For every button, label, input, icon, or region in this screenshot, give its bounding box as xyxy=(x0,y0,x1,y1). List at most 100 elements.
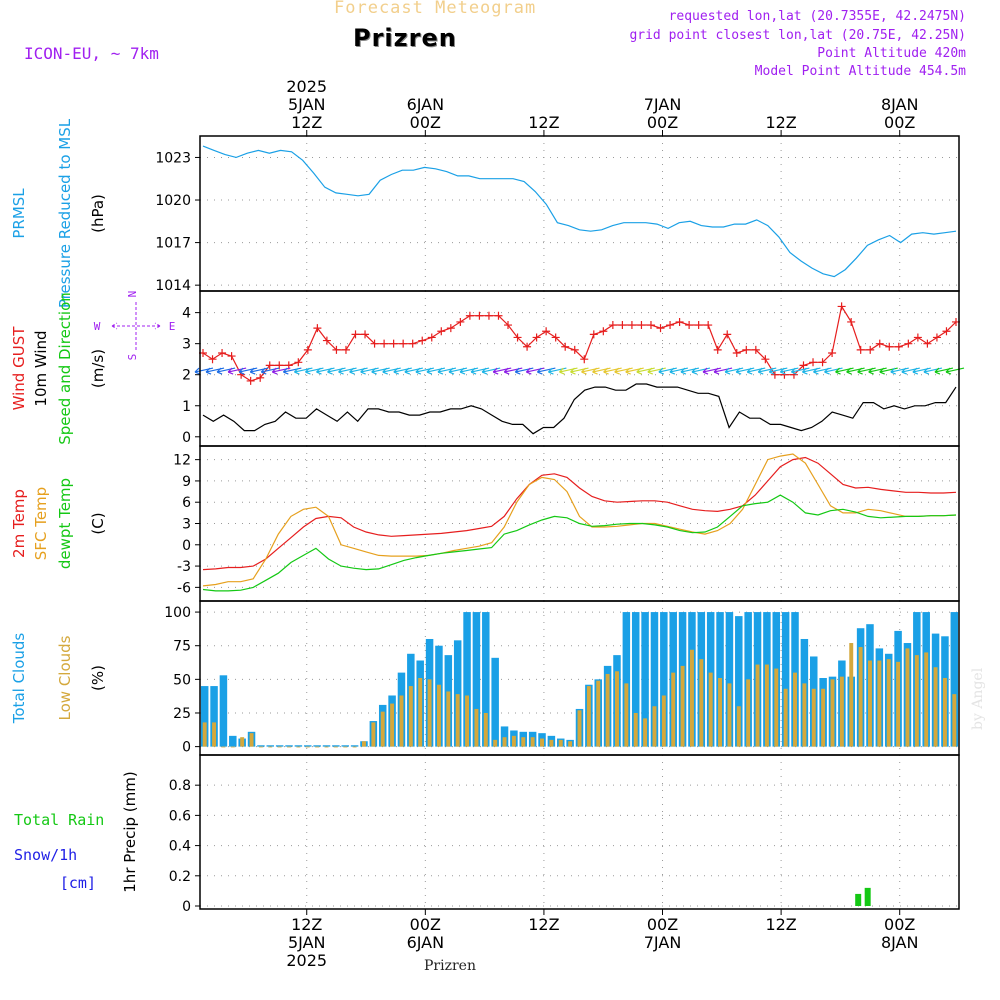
top-time-label: 6JAN xyxy=(407,95,445,114)
panel-1-legend-label: Pressure Reduced to MSL xyxy=(56,118,74,308)
low-cloud-bar xyxy=(352,746,357,748)
gust-marker xyxy=(666,321,675,330)
low-cloud-bar xyxy=(408,686,413,747)
panel-4-legend-label: Total Clouds xyxy=(10,633,28,725)
low-cloud-bar xyxy=(680,665,685,747)
low-cloud-bar xyxy=(493,739,498,747)
grid-point-coords: grid point closest lon,lat (20.75E, 42.2… xyxy=(629,28,966,43)
panel-1-ytick-label: 1017 xyxy=(155,236,191,252)
low-cloud-bar xyxy=(549,739,554,747)
panel-3-ytick-label: -6 xyxy=(177,580,191,596)
gust-marker xyxy=(713,345,722,354)
low-cloud-bar xyxy=(324,746,329,748)
gust-marker xyxy=(427,333,436,342)
compass-west: W xyxy=(94,320,101,333)
gust-marker xyxy=(208,355,217,364)
gust-marker xyxy=(399,339,408,348)
panel-3-ylabel: (C) xyxy=(89,512,107,534)
low-cloud-bar xyxy=(586,686,591,747)
low-cloud-bar xyxy=(924,652,929,747)
gust-marker xyxy=(732,348,741,357)
point-altitude: Point Altitude 420m xyxy=(817,46,966,61)
total-cloud-bar xyxy=(622,612,631,747)
total-cloud-bar xyxy=(500,726,509,747)
gust-marker xyxy=(484,311,493,320)
compass-arrows xyxy=(111,302,161,350)
total-cloud-bar xyxy=(350,745,359,747)
low-cloud-bar xyxy=(615,671,619,747)
requested-coords: requested lon,lat (20.7355E, 42.2475N) xyxy=(668,9,966,24)
gust-marker xyxy=(408,339,417,348)
panel-3-ytick-label: 9 xyxy=(182,474,191,490)
panel-3-ytick-label: -3 xyxy=(177,559,191,575)
low-cloud-bar xyxy=(764,664,769,747)
gust-marker xyxy=(923,339,932,348)
bottom-location-label: Prizren xyxy=(424,958,476,974)
total-cloud-bar xyxy=(725,612,734,747)
gust-marker xyxy=(532,333,541,342)
total-cloud-bar xyxy=(453,640,462,747)
panel-1-ytick-label: 1014 xyxy=(155,278,191,294)
low-cloud-bar xyxy=(661,695,666,747)
gust-marker xyxy=(332,345,341,354)
low-cloud-bar xyxy=(436,684,441,747)
compass-east: E xyxy=(169,320,176,333)
gust-marker xyxy=(551,333,560,342)
low-cloud-bar xyxy=(362,741,366,747)
total-cloud-bar xyxy=(266,745,275,747)
panel-3-ytick-label: 6 xyxy=(182,495,191,511)
panel-4-ytick-label: 50 xyxy=(173,672,191,688)
panel-4-legend-label: Low Clouds xyxy=(56,635,74,720)
gust-marker xyxy=(218,348,227,357)
total-cloud-bar xyxy=(491,657,499,747)
low-cloud-bar xyxy=(671,672,676,747)
total-cloud-bar xyxy=(631,612,640,747)
panel-1-legend-label: PRMSL xyxy=(10,188,28,239)
low-cloud-bar xyxy=(821,688,826,747)
precip-bar xyxy=(855,893,862,906)
panel-4-ylabel: (%) xyxy=(89,665,107,691)
total-cloud-bar xyxy=(781,612,790,747)
low-cloud-bar xyxy=(521,737,526,747)
low-cloud-bar xyxy=(755,664,760,747)
top-time-label: 00Z xyxy=(410,113,441,132)
gust-marker xyxy=(646,321,655,330)
panel-5-ylabel: 1hr Precip (mm) xyxy=(121,771,139,892)
total-cloud-bar xyxy=(341,745,349,747)
bottom-time-label: 00Z xyxy=(410,915,441,934)
gust-marker xyxy=(875,339,884,348)
panel-5-ytick-label: 0.4 xyxy=(169,839,191,855)
gust-marker xyxy=(809,358,818,367)
low-cloud-bar xyxy=(605,673,610,747)
model-name: ICON-EU, ~ 7km xyxy=(24,44,159,63)
panel-5-ytick-label: 0.6 xyxy=(169,808,191,824)
low-cloud-bar xyxy=(249,733,254,747)
gust-marker xyxy=(599,327,608,336)
gust-marker xyxy=(570,345,579,354)
gust-marker xyxy=(894,342,903,351)
gust-marker xyxy=(627,321,636,330)
low-cloud-bar xyxy=(371,722,376,747)
panel-2-ytick-label: 0 xyxy=(182,430,191,446)
low-cloud-bar xyxy=(858,647,863,747)
total-cloud-bar xyxy=(285,745,293,747)
low-cloud-bar xyxy=(736,706,741,747)
gust-marker xyxy=(799,361,808,370)
sfc-temp-line xyxy=(202,453,957,587)
gust-marker xyxy=(885,342,894,351)
gust-marker xyxy=(513,333,522,342)
frame-layer xyxy=(195,130,960,915)
gust-marker xyxy=(256,373,265,382)
low-cloud-bar xyxy=(258,746,263,748)
low-cloud-bar xyxy=(530,737,535,747)
low-cloud-bar xyxy=(465,695,470,747)
panel-2-ytick-label: 3 xyxy=(182,337,191,353)
low-cloud-bar xyxy=(296,746,301,748)
panel-5-legend-label: Total Rain xyxy=(14,811,104,829)
forecast-title: Forecast Meteogram xyxy=(334,0,537,18)
panel-4-ytick-label: 75 xyxy=(173,639,191,655)
total-cloud-bar xyxy=(313,745,321,747)
gust-marker xyxy=(904,339,913,348)
panel-5-ytick-label: 0.8 xyxy=(169,778,191,794)
panel-5-ytick-label: 0 xyxy=(182,899,191,915)
